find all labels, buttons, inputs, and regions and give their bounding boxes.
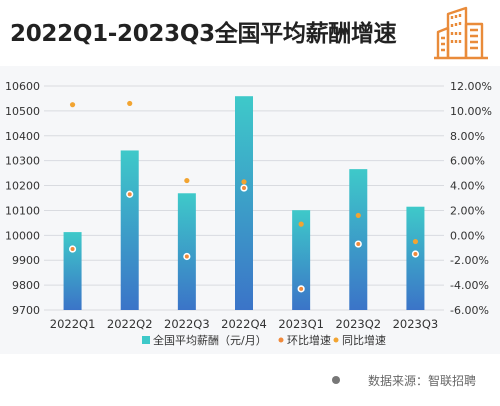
- x-category-label: 2022Q3: [164, 317, 210, 331]
- bar: [177, 193, 196, 310]
- yoy-point: [184, 177, 190, 184]
- y-right-tick-label: 10.00%: [450, 105, 492, 118]
- yoy-point: [69, 102, 76, 108]
- legend-swatch-yoy: [333, 337, 339, 343]
- y-left-tick-label: 9900: [12, 254, 40, 267]
- chart-svg: 10600 10500 10400 10300 10200 10100 10000 9900 9…: [5, 80, 492, 347]
- x-category-label: 2022Q2: [107, 317, 153, 331]
- y-left-tick-label: 10500: [5, 105, 40, 118]
- yoy-point: [412, 238, 419, 245]
- y-right-tick-label: -6.00%: [450, 304, 489, 317]
- legend-label-yoy: 同比增速: [342, 333, 386, 347]
- bar: [349, 169, 368, 310]
- chart-panel: 10600 10500 10400 10300 10200 10100 10000 9900 9…: [0, 66, 500, 354]
- qoq-point: [354, 240, 362, 248]
- legend-label-qoq: 环比增速: [287, 333, 331, 347]
- x-category-label: 2022Q1: [50, 317, 96, 331]
- legend-swatch-qoq: [278, 337, 284, 343]
- qoq-point: [240, 184, 248, 192]
- y-right-tick-label: 12.00%: [450, 80, 492, 93]
- y-right-tick-label: -4.00%: [450, 279, 489, 292]
- bar: [63, 232, 82, 310]
- bar: [292, 210, 311, 310]
- yoy-point: [355, 212, 361, 219]
- yoy-point: [298, 221, 304, 227]
- y-right-tick-label: 4.00%: [450, 180, 485, 193]
- data-source-text: 数据来源：智联招聘: [368, 374, 477, 388]
- qoq-point: [126, 190, 134, 198]
- y-left-tick-label: 10400: [5, 130, 40, 143]
- x-category-label: 2023Q2: [335, 317, 381, 331]
- y-left-tick-label: 10200: [5, 180, 40, 193]
- legend-swatch-salary: [142, 336, 150, 344]
- yoy-point: [241, 179, 247, 185]
- y-right-tick-label: 8.00%: [450, 130, 485, 143]
- y-left-tick-label: 10000: [5, 229, 40, 242]
- bar: [235, 96, 253, 311]
- data-source-footer: 数据来源：智联招聘: [0, 370, 500, 392]
- city-buildings-icon: [432, 2, 492, 62]
- page-title: 2022Q1-2023Q3全国平均薪酬增速: [10, 21, 397, 47]
- y-left-tick-label: 10100: [5, 204, 40, 217]
- legend-label-salary: 全国平均薪酬（元/月）: [153, 333, 267, 347]
- bullet-icon: [332, 376, 340, 384]
- qoq-point: [297, 285, 305, 293]
- y-left-tick-label: 9700: [12, 304, 40, 317]
- y-left-tick-label: 10600: [5, 80, 40, 93]
- y-right-tick-label: 6.00%: [450, 155, 485, 168]
- x-category-label: 2022Q4: [221, 317, 267, 331]
- yoy-point: [127, 100, 133, 107]
- qoq-point: [183, 252, 191, 261]
- y-right-tick-label: 0.00%: [450, 229, 485, 242]
- bar: [120, 150, 139, 310]
- y-right-tick-label: -2.00%: [450, 254, 489, 267]
- y-left-tick-label: 10300: [5, 155, 40, 168]
- qoq-point: [68, 245, 77, 253]
- y-right-tick-label: 2.00%: [450, 204, 485, 217]
- x-category-label: 2023Q3: [393, 317, 439, 331]
- qoq-point: [411, 250, 420, 258]
- bar: [406, 206, 425, 310]
- x-category-label: 2023Q1: [278, 317, 324, 331]
- y-left-tick-label: 9800: [12, 279, 40, 292]
